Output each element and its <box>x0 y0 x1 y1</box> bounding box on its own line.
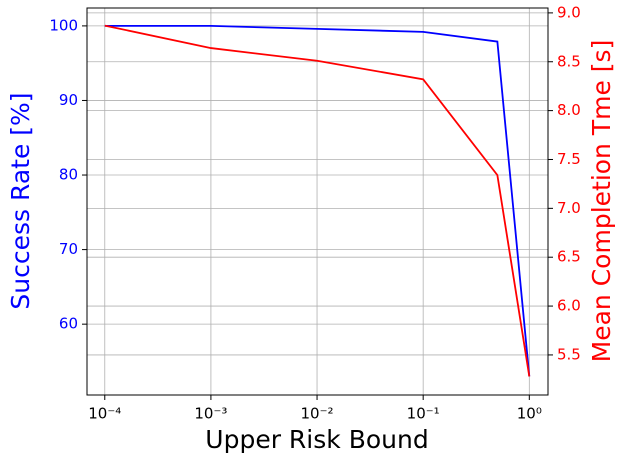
y2-axis-label: Mean Completion Tme [s] <box>587 40 616 363</box>
series-line <box>104 24 531 377</box>
x-axis-label: Upper Risk Bound <box>205 425 428 454</box>
y2-tick-label: 5.5 <box>557 345 581 363</box>
y2-tick-label: 6.0 <box>557 297 581 315</box>
series-line <box>104 24 531 377</box>
y2-tick-label: 6.5 <box>557 248 581 266</box>
y-tick-label: 90 <box>59 91 78 109</box>
y-tick-label: 80 <box>59 166 78 184</box>
y2-tick-label: 8.5 <box>557 52 581 70</box>
x-tick-label: 10⁰ <box>517 405 542 423</box>
y-tick-label: 100 <box>49 16 78 34</box>
y-tick-label: 70 <box>59 240 78 258</box>
x-tick-label: 10⁻² <box>301 405 334 423</box>
y2-tick-label: 7.5 <box>557 150 581 168</box>
x-tick-label: 10⁻⁴ <box>88 405 121 423</box>
x-tick-label: 10⁻³ <box>194 405 227 423</box>
y2-tick-label: 8.0 <box>557 101 581 119</box>
x-tick-label: 10⁻¹ <box>407 405 440 423</box>
y-tick-label: 60 <box>59 315 78 333</box>
y2-tick-label: 9.0 <box>557 3 581 21</box>
y-axis-label: Success Rate [%] <box>6 92 35 309</box>
y2-tick-label: 7.0 <box>557 199 581 217</box>
plot-frame <box>86 7 549 396</box>
